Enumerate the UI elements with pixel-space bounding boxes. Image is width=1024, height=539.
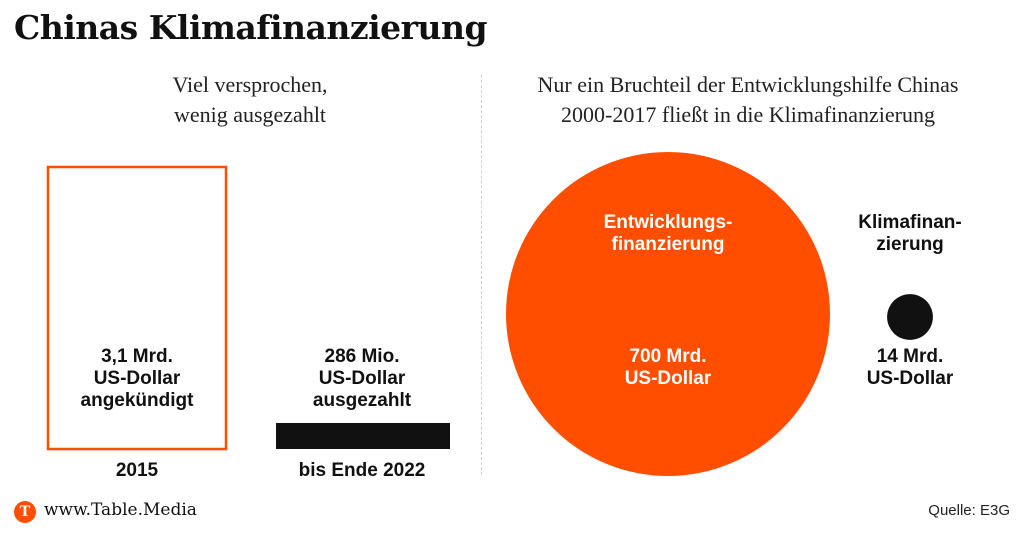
footer-source: Quelle: E3G: [928, 502, 1010, 519]
bubble-development-finance: [506, 152, 830, 476]
bubble-value-development: 700 Mrd. US-Dollar: [624, 346, 712, 389]
bar-label-announced: 3,1 Mrd. US-Dollar angekündigt: [80, 346, 194, 411]
footer-brand-link[interactable]: www.Table.Media: [44, 500, 197, 520]
bar-chart-subtitle: Viel versprochen, wenig ausgezahlt: [172, 72, 328, 127]
bubble-category-development: Entwicklungs- finanzierung: [603, 212, 733, 255]
bar-category-2015: 2015: [115, 460, 159, 481]
bar-category-2022: bis Ende 2022: [298, 460, 426, 481]
bubble-chart-subtitle: Nur ein Bruchteil der Entwicklungshilfe …: [537, 72, 959, 127]
chart-divider: [481, 75, 482, 475]
table-media-logo-icon: T: [14, 501, 36, 523]
bubble-value-climate: 14 Mrd. US-Dollar: [866, 346, 954, 389]
bubble-category-climate: Klimafinan- zierung: [858, 212, 962, 255]
bar-announced-2015: [46, 165, 228, 451]
page-title: Chinas Klimafinanzierung: [14, 8, 488, 47]
bar-paid-2022: [276, 422, 450, 449]
bubble-climate-finance: [887, 294, 933, 340]
bar-label-paid: 286 Mio. US-Dollar ausgezahlt: [312, 346, 412, 411]
